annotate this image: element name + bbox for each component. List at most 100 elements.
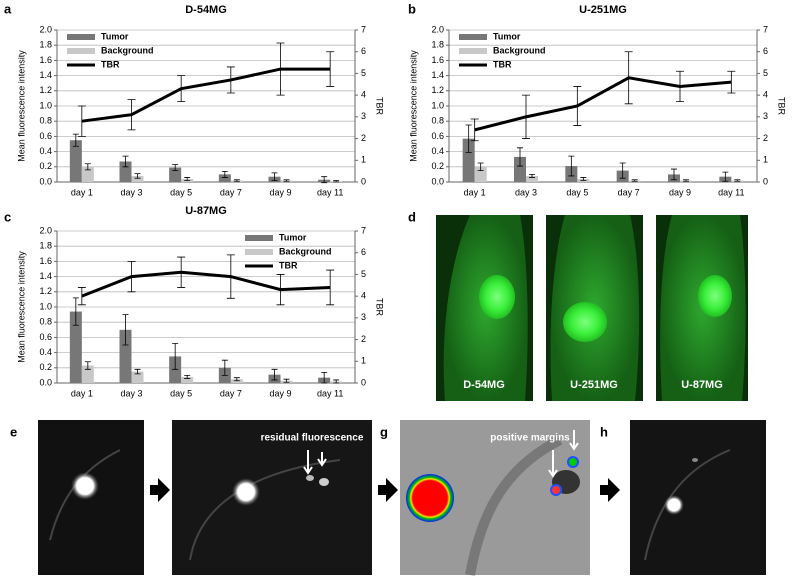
y2-tick-label: 3 [361,312,366,322]
chart-title: U-87MG [185,205,227,217]
error-bar [84,361,91,370]
tumor [698,275,732,317]
error-bar [271,172,278,181]
error-bar [72,133,79,147]
error-bar [127,261,136,293]
y-tick-label: 0.2 [39,161,52,171]
error-bar [276,274,285,306]
y2-tick-label: 6 [763,46,768,56]
y-tick-label: 1.4 [39,271,52,281]
panel-f: residual fluorescence [172,420,372,575]
error-bar [172,343,179,370]
panel-label: a [4,1,12,16]
y-tick-label: 0.4 [39,347,52,357]
tumor [479,275,515,319]
tumor [71,472,99,500]
y2-tick-label: 4 [763,90,768,100]
y2-tick-label: 7 [361,24,366,34]
legend-label: Tumor [493,31,521,41]
legend-swatch [459,48,487,54]
legend-label: Tumor [279,232,307,242]
error-bar [321,371,328,384]
x-tick-label: day 11 [317,388,343,398]
error-bar [77,105,86,137]
legend-label: Background [279,246,332,256]
annotation: positive margins [490,433,570,444]
x-tick-label: day 3 [515,187,537,197]
y2-tick-label: 0 [361,377,366,387]
y-tick-label: 0.8 [39,317,52,327]
y2-tick-label: 5 [361,269,366,279]
error-bar [177,256,186,288]
error-bar [226,254,235,299]
x-tick-label: day 1 [464,187,486,197]
image [630,420,766,575]
error-bar [172,164,179,171]
error-bar [127,99,136,131]
y-tick-label: 0.6 [39,332,52,342]
y-tick-label: 0.4 [39,146,52,156]
error-bar [221,170,228,178]
arrow [378,478,398,502]
panel-d: D-54MG U-251MG U-87MG [436,215,748,401]
legend-label: Tumor [101,31,129,41]
bar [526,175,538,182]
panel-h [630,420,766,575]
y-tick-label: 1.0 [39,100,52,110]
y-tick-label: 0.4 [431,146,444,156]
y-axis-label: Mean fluorescence intensity [16,50,26,162]
error-bar [184,177,191,181]
arrow [150,478,170,502]
y-tick-label: 1.6 [39,256,52,266]
y2-tick-label: 2 [763,133,768,143]
y-tick-label: 1.0 [39,301,52,311]
error-bar [580,177,587,181]
margin [550,484,562,496]
legend-swatch [245,235,273,241]
bar [81,365,94,383]
error-bar [671,168,677,181]
error-bar [683,179,689,182]
y2-tick-label: 6 [361,46,366,56]
error-bar [727,70,736,94]
y-tick-label: 1.4 [431,70,444,80]
legend-label: TBR [493,59,512,69]
y-tick-label: 1.8 [39,40,52,50]
error-bar [122,314,129,346]
y2-tick-label: 5 [361,68,366,78]
chart: U-251MG 0.0 0.2 0.4 0.6 0.8 1.0 1.2 1.4 1.6 1.8 2.0… [408,4,786,197]
error-bar [177,75,186,103]
error-bar [326,269,335,306]
y2-tick-label: 7 [763,24,768,34]
panel-label: b [408,1,416,16]
x-tick-label: day 7 [220,388,242,398]
image-label: U-251MG [570,379,618,391]
error-bar [77,287,86,306]
x-tick-label: day 3 [120,187,142,197]
y2-tick-label: 6 [361,247,366,257]
y-tick-label: 1.6 [39,55,52,65]
y-tick-label: 0.0 [39,377,52,387]
error-bar [522,94,530,139]
y-tick-label: 1.0 [431,100,444,110]
error-bar [676,70,684,103]
y-axis-label: Mean fluorescence intensity [16,251,26,363]
x-tick-label: day 7 [618,187,640,197]
y-tick-label: 2.0 [431,24,444,34]
error-bar [134,173,141,179]
error-bar [722,171,729,182]
error-bar [283,378,290,383]
legend-swatch [67,34,95,40]
tumor [406,474,454,522]
bar [131,175,144,182]
panel-label: g [380,424,388,439]
y-tick-label: 0.8 [431,116,444,126]
panel-label: h [600,424,608,439]
error-bar [233,377,240,382]
legend-swatch [245,249,273,255]
chart: D-54MG 0.0 0.2 0.4 0.6 0.8 1.0 1.2 1.4 1.6 1.8 2.0 0… [16,4,384,197]
panel-label: d [408,209,416,224]
image-label: D-54MG [463,379,505,391]
y-tick-label: 0.6 [39,131,52,141]
